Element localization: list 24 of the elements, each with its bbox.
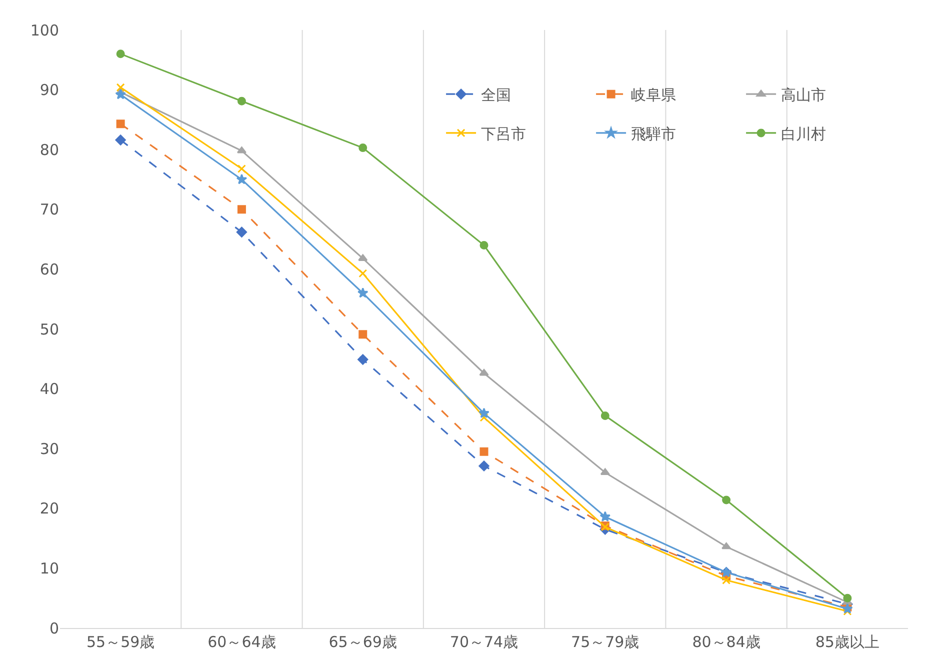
y-tick-label: 90 [40,81,59,100]
x-tick-label: 60～64歳 [208,633,276,651]
x-tick-label: 75～79歳 [571,633,640,651]
y-tick-label: 20 [40,500,59,518]
y-tick-label: 100 [30,21,59,40]
legend-label: 飛騨市 [631,124,676,143]
legend-label: 下呂市 [481,124,526,143]
y-tick-label: 50 [40,320,59,338]
legend-label: 全国 [481,86,512,104]
x-tick-label: 55～59歳 [86,633,155,651]
x-tick-label: 80～84歳 [692,633,760,651]
y-tick-label: 40 [40,380,59,398]
x-tick-label: 70～74歳 [450,633,518,651]
legend-label: 高山市 [781,86,826,104]
x-tick-label: 65～69歳 [328,633,397,651]
y-tick-label: 0 [49,619,59,638]
x-tick-label: 85歳以上 [815,633,880,651]
legend-label: 白川村 [781,124,826,143]
y-tick-label: 30 [40,440,59,458]
legend-label: 岐阜県 [631,86,676,104]
y-tick-label: 60 [40,260,59,278]
y-tick-label: 70 [40,200,59,219]
y-tick-label: 80 [40,140,59,159]
y-tick-label: 10 [40,559,59,578]
